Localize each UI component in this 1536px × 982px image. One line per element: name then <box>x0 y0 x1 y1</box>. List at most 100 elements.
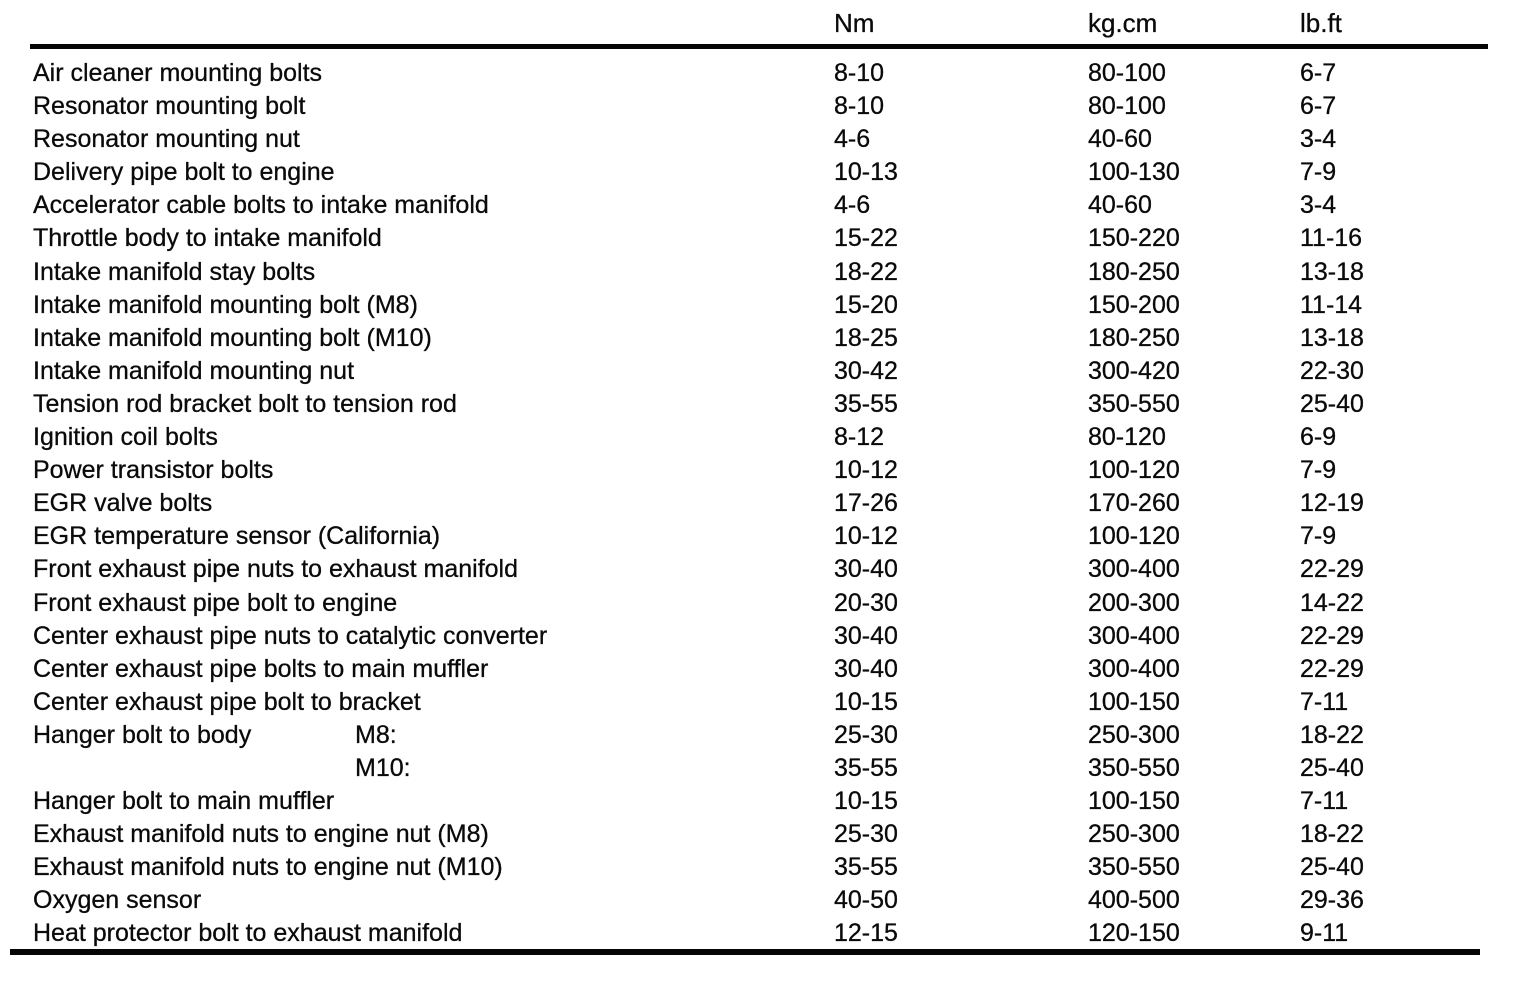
nm-value: 4-6 <box>834 191 871 220</box>
table-row: Front exhaust pipe nuts to exhaust manif… <box>0 553 1536 586</box>
table-row: Heat protector bolt to exhaust manifold 1… <box>0 917 1536 950</box>
table-row: Hanger bolt to main muffler 10-15 100-150 7… <box>0 785 1536 818</box>
table-row: Power transistor bolts 10-12 100-120 7-9 <box>0 454 1536 487</box>
nm-value: 8-10 <box>834 92 885 121</box>
lb-ft-value: 13-18 <box>1300 323 1364 352</box>
lb-ft-value: 7-11 <box>1300 787 1349 816</box>
nm-value: 35-55 <box>834 753 898 782</box>
nm-value: 15-20 <box>834 290 898 319</box>
row-label: Center exhaust pipe bolt to bracket <box>33 687 421 716</box>
table-row: Center exhaust pipe bolts to main muffle… <box>0 653 1536 686</box>
nm-value: 20-30 <box>834 588 898 617</box>
lb-ft-value: 25-40 <box>1300 389 1364 418</box>
kg-cm-value: 100-120 <box>1088 456 1180 485</box>
row-label: Air cleaner mounting bolts <box>33 59 323 87</box>
kg-cm-value: 350-550 <box>1088 853 1180 882</box>
kg-cm-value: 80-100 <box>1088 59 1166 87</box>
kg-cm-value: 180-250 <box>1088 257 1180 286</box>
nm-value: 10-15 <box>834 687 898 716</box>
nm-value: 30-40 <box>834 654 898 683</box>
kg-cm-value: 300-420 <box>1088 356 1180 385</box>
lb-ft-value: 22-29 <box>1300 621 1364 650</box>
kg-cm-value: 80-100 <box>1088 92 1166 121</box>
nm-value: 30-40 <box>834 555 898 584</box>
row-label: Tension rod bracket bolt to tension rod <box>33 389 457 418</box>
lb-ft-value: 7-9 <box>1300 456 1337 485</box>
row-label: Resonator mounting bolt <box>33 92 306 121</box>
lb-ft-value: 6-7 <box>1300 59 1337 87</box>
table-row: Center exhaust pipe nuts to catalytic co… <box>0 620 1536 653</box>
nm-value: 30-42 <box>834 356 898 385</box>
lb-ft-value: 7-9 <box>1300 158 1337 187</box>
row-label: Intake manifold mounting bolt (M8) <box>33 290 418 319</box>
nm-value: 35-55 <box>834 389 898 418</box>
table-rows: Air cleaner mounting bolts 8-10 80-100 6-7 R… <box>0 57 1536 951</box>
row-label: Exhaust manifold nuts to engine nut (M10… <box>33 853 503 882</box>
nm-value: 40-50 <box>834 886 898 915</box>
nm-value: 17-26 <box>834 489 898 518</box>
kg-cm-value: 200-300 <box>1088 588 1180 617</box>
lb-ft-value: 22-30 <box>1300 356 1364 385</box>
column-header-kg-cm: kg.cm <box>1088 8 1158 38</box>
column-header-nm: Nm <box>834 8 875 38</box>
nm-value: 30-40 <box>834 621 898 650</box>
table-row: Delivery pipe bolt to engine 10-13 100-130… <box>0 156 1536 189</box>
nm-value: 10-13 <box>834 158 898 187</box>
lb-ft-value: 25-40 <box>1300 853 1364 882</box>
row-label: Hanger bolt to main muffler <box>33 787 335 816</box>
table-row: Tension rod bracket bolt to tension rod 3… <box>0 388 1536 421</box>
lb-ft-value: 6-7 <box>1300 92 1337 121</box>
kg-cm-value: 250-300 <box>1088 820 1180 849</box>
lb-ft-value: 25-40 <box>1300 753 1364 782</box>
row-label: Heat protector bolt to exhaust manifold <box>33 919 463 948</box>
kg-cm-value: 40-60 <box>1088 191 1152 220</box>
kg-cm-value: 100-130 <box>1088 158 1180 187</box>
row-label: Intake manifold mounting nut <box>33 356 355 385</box>
lb-ft-value: 9-11 <box>1300 919 1349 948</box>
row-label: Intake manifold stay bolts <box>33 257 316 286</box>
table-row: Front exhaust pipe bolt to engine 20-30 20… <box>0 587 1536 620</box>
row-label: EGR valve bolts <box>33 489 213 518</box>
kg-cm-value: 300-400 <box>1088 621 1180 650</box>
lb-ft-value: 7-11 <box>1300 687 1349 716</box>
row-label: Front exhaust pipe bolt to engine <box>33 588 398 617</box>
lb-ft-value: 13-18 <box>1300 257 1364 286</box>
kg-cm-value: 120-150 <box>1088 919 1180 948</box>
lb-ft-value: 11-14 <box>1300 290 1363 319</box>
table-top-rule <box>30 44 1488 49</box>
lb-ft-value: 22-29 <box>1300 654 1364 683</box>
kg-cm-value: 100-150 <box>1088 787 1180 816</box>
kg-cm-value: 80-120 <box>1088 423 1166 452</box>
nm-value: 8-10 <box>834 59 885 87</box>
table-row: Hanger bolt to body M8: 25-30 250-300 18-22 <box>0 719 1536 752</box>
row-label: Ignition coil bolts <box>33 423 218 452</box>
nm-value: 25-30 <box>834 720 898 749</box>
table-row: M10: 35-55 350-550 25-40 <box>0 752 1536 785</box>
nm-value: 10-12 <box>834 456 898 485</box>
nm-value: 18-22 <box>834 257 898 286</box>
row-label: Center exhaust pipe nuts to catalytic co… <box>33 621 548 650</box>
column-header-lb-ft: lb.ft <box>1300 8 1342 38</box>
lb-ft-value: 18-22 <box>1300 820 1364 849</box>
table-row: Ignition coil bolts 8-12 80-120 6-9 <box>0 421 1536 454</box>
nm-value: 10-12 <box>834 522 898 551</box>
lb-ft-value: 7-9 <box>1300 522 1337 551</box>
table-row: EGR valve bolts 17-26 170-260 12-19 <box>0 487 1536 520</box>
kg-cm-value: 180-250 <box>1088 323 1180 352</box>
kg-cm-value: 350-550 <box>1088 753 1180 782</box>
kg-cm-value: 300-400 <box>1088 654 1180 683</box>
nm-value: 15-22 <box>834 224 898 253</box>
table-row: Exhaust manifold nuts to engine nut (M8)… <box>0 818 1536 851</box>
lb-ft-value: 14-22 <box>1300 588 1364 617</box>
row-label: Intake manifold mounting bolt (M10) <box>33 323 432 352</box>
kg-cm-value: 150-200 <box>1088 290 1180 319</box>
row-label: EGR temperature sensor (California) <box>33 522 441 551</box>
lb-ft-value: 11-16 <box>1300 224 1363 253</box>
nm-value: 4-6 <box>834 125 871 154</box>
table-row: Accelerator cable bolts to intake manifo… <box>0 189 1536 222</box>
table-row: EGR temperature sensor (California) 10-12… <box>0 520 1536 553</box>
row-label: Throttle body to intake manifold <box>33 224 382 253</box>
lb-ft-value: 3-4 <box>1300 191 1337 220</box>
table-row: Resonator mounting nut 4-6 40-60 3-4 <box>0 123 1536 156</box>
table-bottom-rule <box>10 949 1480 955</box>
